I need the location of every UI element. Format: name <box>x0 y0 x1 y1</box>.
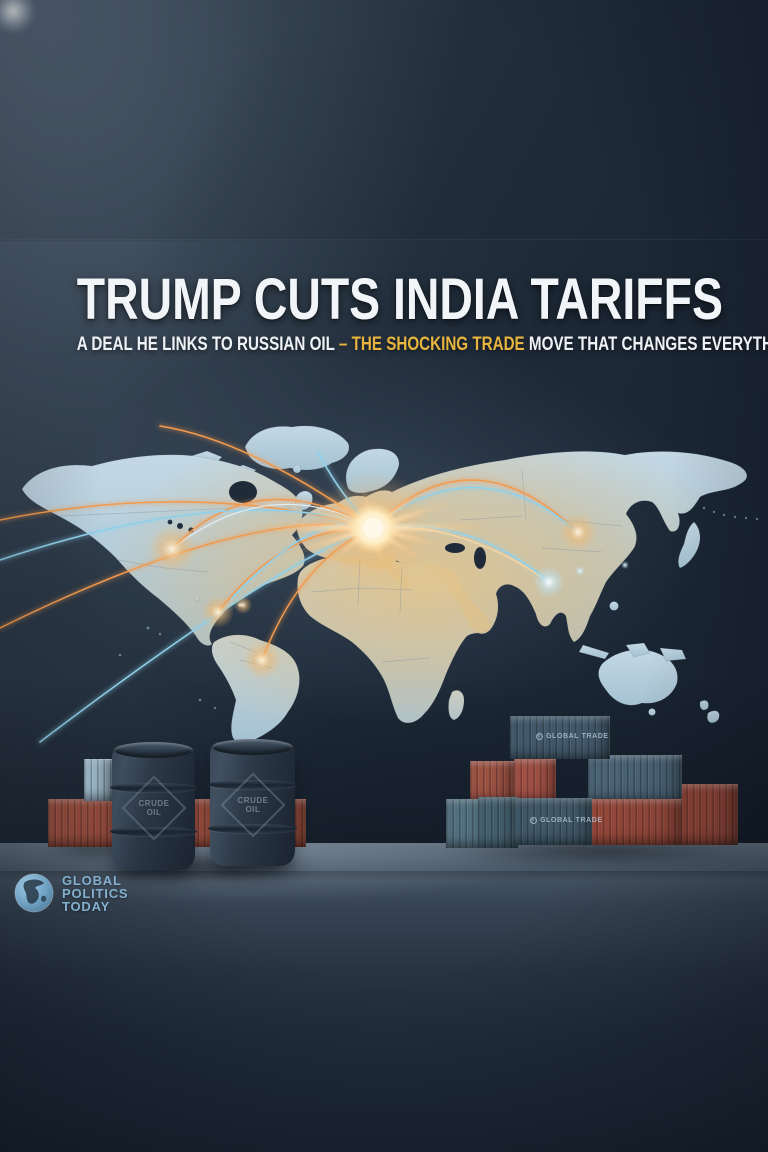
globe-icon <box>530 817 537 824</box>
subheadline: A DEAL HE LINKS TO RUSSIAN OIL – THE SHO… <box>76 334 768 356</box>
brand-logo: GLOBAL POLITICS TODAY <box>13 872 128 914</box>
container-red-tall-right <box>680 784 738 845</box>
burst-glow <box>258 470 488 586</box>
subheadline-highlight: – THE SHOCKING TRADE <box>338 334 525 355</box>
trade-node-glows <box>148 513 629 679</box>
wall-seam <box>0 239 768 241</box>
barrel-rib <box>208 824 297 833</box>
barrel-rib <box>110 783 197 792</box>
map-island-dots <box>118 506 759 710</box>
oil-barrel-2: CRUDE OIL <box>208 739 297 866</box>
container-blue-bottom-labeled: GLOBAL TRADE <box>514 798 602 845</box>
barrel-label-line2: OIL <box>146 808 162 817</box>
container-red-mid-center <box>514 759 556 802</box>
map-water-cutouts <box>167 481 486 569</box>
barrel-label-line1: CRUDE <box>138 799 170 808</box>
brand-name-line2: POLITICS <box>62 885 129 901</box>
oil-barrel-1: CRUDE OIL <box>110 742 197 870</box>
barrel-rib <box>110 827 197 836</box>
container-blue-top: GLOBAL TRADE <box>510 716 610 759</box>
container-blue-mid-right <box>588 755 682 802</box>
barrel-label-line1: CRUDE <box>237 796 269 805</box>
globe-icon <box>536 733 543 740</box>
container-lightblue-left <box>84 759 113 801</box>
container-blue-bottom-left <box>478 797 518 848</box>
barrel-label-line2: OIL <box>245 805 261 814</box>
barrel-rib <box>208 780 297 789</box>
brand-name: GLOBAL POLITICS TODAY <box>62 874 128 913</box>
headline: TRUMP CUTS INDIA TARIFFS <box>76 267 723 332</box>
subheadline-pre: A DEAL HE LINKS TO RUSSIAN OIL <box>76 334 339 355</box>
container-red-mid-left <box>470 761 514 802</box>
brand-name-line3: TODAY <box>62 898 111 914</box>
container-label: GLOBAL TRADE <box>546 733 609 740</box>
globe-icon <box>14 873 54 913</box>
headline-block: TRUMP CUTS INDIA TARIFFS A DEAL HE LINKS… <box>0 270 768 356</box>
container-label: GLOBAL TRADE <box>540 817 603 824</box>
brand-name-line1: GLOBAL <box>62 872 122 888</box>
subheadline-post: MOVE THAT CHANGES EVERYTHING <box>528 334 768 355</box>
container-red-bottom-right <box>590 799 682 845</box>
